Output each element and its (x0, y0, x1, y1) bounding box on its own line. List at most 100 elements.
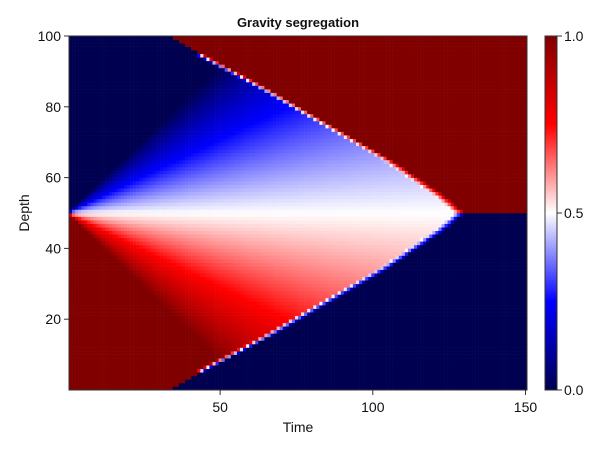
heatmap-cell (84, 74, 88, 79)
heatmap-cell (75, 326, 79, 331)
heatmap-cell (166, 43, 171, 47)
heatmap-cell (215, 368, 219, 373)
heatmap-cell (90, 365, 94, 370)
heatmap-cell (172, 46, 177, 51)
heatmap-cell (69, 92, 73, 97)
heatmap-cell (87, 103, 91, 108)
heatmap-cell (136, 174, 140, 178)
heatmap-cell (148, 386, 152, 391)
heatmap-cell (181, 82, 186, 86)
heatmap-cell (81, 248, 85, 253)
heatmap-cell (154, 99, 158, 104)
heatmap-cell (84, 142, 88, 147)
heatmap-cell (160, 131, 164, 136)
heatmap-cell (209, 46, 213, 51)
heatmap-cell (172, 184, 177, 189)
heatmap-cell (117, 343, 122, 348)
heatmap-cell (81, 305, 85, 309)
heatmap-cell (181, 280, 186, 285)
heatmap-cell (87, 96, 91, 101)
heatmap-cell (185, 329, 189, 334)
heatmap-cell (99, 106, 103, 111)
heatmap-cell (194, 312, 198, 316)
heatmap-cell (166, 53, 171, 58)
heatmap-cell (203, 336, 207, 341)
heatmap-cell (218, 294, 222, 299)
heatmap-cell (218, 191, 222, 196)
heatmap-cell (209, 358, 213, 362)
heatmap-cell (102, 131, 106, 136)
heatmap-cell (209, 188, 213, 193)
heatmap-cell (105, 64, 109, 69)
heatmap-cell (93, 382, 97, 387)
heatmap-cell (206, 273, 210, 278)
heatmap-cell (215, 117, 219, 122)
heatmap-cell (191, 60, 195, 65)
heatmap-cell (117, 273, 122, 278)
heatmap-cell (117, 251, 122, 256)
heatmap-cell (178, 244, 183, 249)
heatmap-cell (90, 312, 94, 316)
heatmap-cell (93, 166, 97, 171)
heatmap-cell (123, 64, 128, 69)
heatmap-cell (191, 227, 195, 231)
heatmap-cell (111, 262, 116, 267)
heatmap-cell (102, 266, 106, 270)
heatmap-cell (169, 379, 174, 384)
heatmap-cell (102, 329, 106, 334)
heatmap-cell (108, 103, 113, 108)
heatmap-cell (108, 184, 113, 189)
heatmap-cell (181, 262, 186, 267)
heatmap-cell (154, 71, 158, 76)
heatmap-cell (139, 191, 143, 196)
heatmap-cell (145, 326, 149, 331)
heatmap-cell (154, 312, 158, 316)
heatmap-cell (142, 220, 146, 224)
heatmap-cell (72, 358, 76, 362)
heatmap-cell (203, 163, 207, 168)
heatmap-cell (197, 259, 201, 263)
heatmap-cell (160, 209, 164, 214)
heatmap-cell (163, 290, 167, 295)
heatmap-cell (114, 368, 119, 373)
heatmap-cell (206, 237, 210, 242)
heatmap-cell (148, 89, 152, 93)
heatmap-cell (166, 343, 171, 348)
heatmap-cell (163, 319, 167, 324)
heatmap-cell (111, 106, 116, 111)
heatmap-cell (127, 82, 131, 86)
heatmap-cell (133, 283, 137, 288)
heatmap-cell (102, 351, 106, 355)
heatmap-cell (90, 39, 94, 44)
heatmap-cell (84, 60, 88, 65)
heatmap-cell (206, 382, 210, 387)
heatmap-cell (151, 336, 155, 341)
heatmap-cell (142, 120, 146, 125)
heatmap-cell (154, 181, 158, 185)
heatmap-cell (212, 78, 216, 83)
heatmap-cell (93, 82, 97, 86)
heatmap-cell (136, 305, 140, 309)
heatmap-cell (90, 46, 94, 51)
heatmap-cell (181, 106, 186, 111)
heatmap-cell (209, 50, 213, 54)
heatmap-cell (178, 322, 183, 327)
heatmap-cell (154, 170, 158, 175)
heatmap-cell (69, 46, 73, 51)
heatmap-cell (151, 78, 155, 83)
heatmap-cell (105, 43, 109, 47)
heatmap-cell (90, 336, 94, 341)
heatmap-cell (181, 39, 186, 44)
heatmap-cell (185, 361, 189, 366)
heatmap-cell (133, 372, 137, 377)
heatmap-cell (191, 110, 195, 115)
heatmap-cell (105, 174, 109, 178)
heatmap-cell (178, 361, 183, 366)
heatmap-cell (145, 103, 149, 108)
heatmap-cell (127, 138, 131, 143)
heatmap-cell (123, 368, 128, 373)
heatmap-cell (72, 50, 76, 54)
heatmap-cell (194, 96, 198, 101)
heatmap-cell (136, 74, 140, 79)
heatmap-cell (139, 230, 143, 235)
